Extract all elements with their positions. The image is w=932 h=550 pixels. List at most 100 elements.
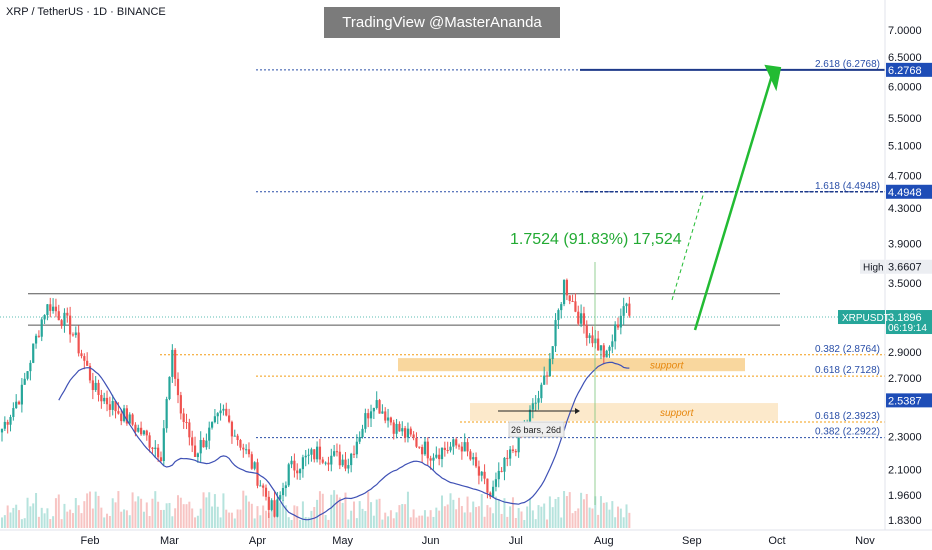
candle-body [361,428,364,437]
volume-bar [523,519,526,528]
candle-body [534,402,537,404]
volume-bar [23,518,26,528]
candle-body [401,428,404,432]
volume-bar [74,498,77,528]
candle-body [88,365,92,381]
volume-bar [364,511,367,528]
candle-body [43,315,46,320]
volume-bar [418,515,421,528]
volume-bar [557,497,560,528]
candle-body [333,451,336,456]
volume-bar [100,507,103,528]
volume-bar [321,493,324,528]
candle-body [245,449,248,451]
candle-body [347,465,350,469]
candle-body [429,458,432,461]
candle-body [616,324,620,328]
candle-body [378,400,381,414]
candle-body [509,449,512,459]
candle-body [477,466,481,476]
x-tick-label: Oct [768,535,785,547]
volume-bar [387,516,390,528]
volume-bar [128,515,131,528]
candle-body [259,485,262,487]
candle-body [233,435,236,437]
x-tick-label: Nov [855,535,875,547]
volume-bar [534,519,537,528]
volume-bar [574,510,577,528]
candle-body [179,395,182,414]
volume-bar [415,517,418,528]
ma-line [58,361,630,521]
volume-bar [594,496,597,528]
volume-bar [301,501,304,528]
candle-body [605,350,608,358]
volume-bar [497,499,500,528]
candle-body [154,447,157,449]
volume-bar [375,499,378,528]
volume-bar [12,507,15,528]
volume-bar [611,501,614,528]
volume-bar [423,510,426,528]
candle-body [335,451,339,453]
candle-body [12,408,15,417]
candle-body [296,470,299,474]
symbol-tag-label: XRPUSDT [842,313,890,324]
volume-bar [605,502,608,528]
volume-bar [205,497,208,528]
candle-body [134,424,137,432]
volume-bar [460,506,463,528]
candle-body [449,446,452,451]
candle-body [597,338,600,351]
candle-body [469,451,472,460]
candle-body [202,440,205,448]
volume-bar [233,518,236,528]
y-tick-label: 5.5000 [888,113,922,125]
candle-body [264,487,268,497]
volume-bar [250,503,253,528]
candle-body [423,441,427,455]
candle-body [137,427,140,432]
candle-body [188,422,191,438]
candle-body [69,315,72,335]
candle-body [554,320,557,347]
candle-body [227,415,231,422]
candle-body [193,445,197,457]
volume-bar [60,519,63,528]
ma-badge-bg [886,393,932,408]
volume-bar [165,503,168,528]
candle-body [472,457,475,460]
candle-body [364,413,367,429]
volume-bar [137,496,140,528]
volume-bar [245,495,248,528]
candles [0,278,631,518]
x-tick-label: Jun [422,535,440,547]
candle-body [222,408,225,411]
candle-body [236,435,239,441]
candle-body [548,358,551,377]
candle-body [628,303,631,316]
candle-body [318,446,322,460]
candle-body [3,421,6,429]
volume-bar [202,492,205,528]
volume-bar [563,491,566,528]
volume-bar [69,509,72,528]
volume-bar [463,512,466,528]
volume-bar [347,519,350,528]
volume-bar [159,509,162,528]
candle-body [270,500,273,510]
volume-bars [1,490,631,528]
volume-bar [526,506,529,528]
volume-bar [284,505,287,528]
candle-body [602,345,605,358]
volume-bar [489,507,492,528]
volume-bar [324,514,327,528]
candle-body [49,304,52,311]
candle-body [327,462,330,465]
y-tick-label: 3.9000 [888,239,922,251]
candle-body [403,428,407,438]
candle-body [398,423,401,432]
candle-body [262,485,265,488]
candle-body [543,375,546,385]
